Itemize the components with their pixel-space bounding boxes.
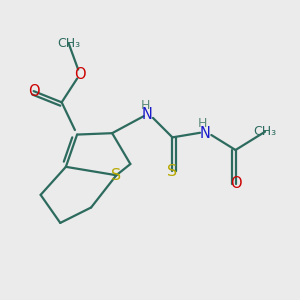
Text: CH₃: CH₃ <box>254 125 277 138</box>
Text: N: N <box>142 107 153 122</box>
Text: S: S <box>167 164 178 178</box>
Text: S: S <box>111 168 122 183</box>
Text: O: O <box>28 84 39 99</box>
Text: CH₃: CH₃ <box>57 37 80 50</box>
Text: H: H <box>198 117 207 130</box>
Text: O: O <box>230 176 241 191</box>
Text: O: O <box>74 67 86 82</box>
Text: H: H <box>140 99 150 112</box>
Text: N: N <box>199 126 210 141</box>
